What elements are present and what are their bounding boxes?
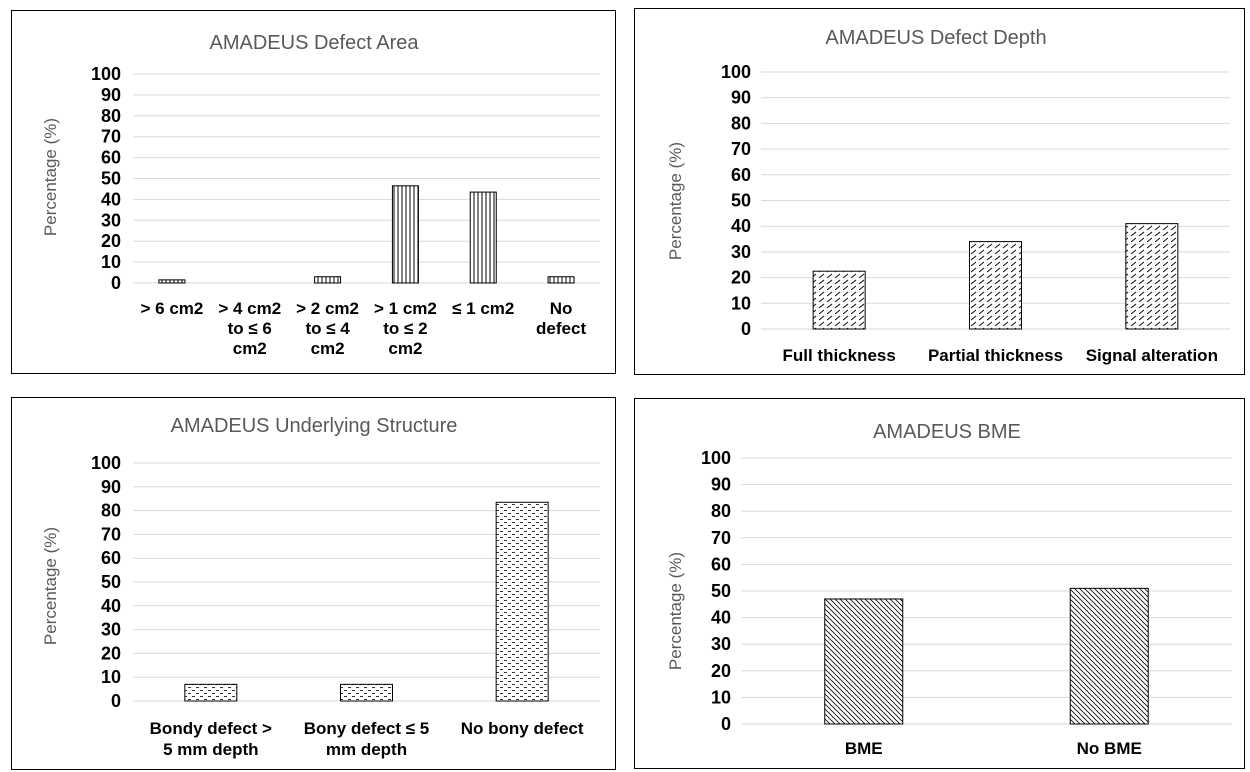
- bar: [548, 277, 574, 283]
- y-tick-label: 0: [741, 319, 751, 339]
- x-category-label: Full thickness: [782, 346, 895, 365]
- x-category-label: No BME: [1077, 739, 1142, 758]
- y-tick-label: 10: [101, 252, 121, 272]
- y-tick-label: 100: [91, 453, 121, 473]
- y-tick-label: 100: [91, 64, 121, 84]
- chart-title: AMADEUS BME: [873, 421, 1021, 443]
- bar: [1070, 588, 1148, 724]
- y-axis-label: Percentage (%): [41, 118, 60, 236]
- y-tick-label: 10: [731, 293, 751, 313]
- y-tick-label: 40: [101, 596, 121, 616]
- y-tick-label: 30: [101, 620, 121, 640]
- y-tick-label: 90: [711, 475, 731, 495]
- chart-title: AMADEUS Defect Area: [210, 32, 420, 54]
- y-tick-label: 90: [101, 477, 121, 497]
- y-axis-label: Percentage (%): [666, 142, 685, 260]
- y-tick-label: 60: [101, 548, 121, 568]
- chart-title: AMADEUS Defect Depth: [825, 27, 1046, 49]
- y-tick-label: 50: [711, 581, 731, 601]
- y-tick-label: 10: [711, 687, 731, 707]
- y-tick-label: 70: [711, 528, 731, 548]
- bar: [970, 242, 1022, 329]
- x-category-label: Partial thickness: [928, 346, 1063, 365]
- y-tick-label: 40: [731, 216, 751, 236]
- x-category-label: No bony defect: [461, 719, 584, 738]
- y-tick-label: 20: [711, 661, 731, 681]
- x-category-label: Bony defect ≤ 5 mm depth: [304, 719, 430, 759]
- x-category-label: > 4 cm2 to ≤ 6 cm2: [218, 299, 281, 358]
- y-axis-label: Percentage (%): [41, 527, 60, 645]
- y-axis-label: Percentage (%): [666, 552, 685, 670]
- chart-panel-bme: AMADEUS BME Percentage (%) 0 10 20 30 40 50 60 70…: [634, 398, 1245, 769]
- y-tick-label: 100: [721, 62, 751, 82]
- bar: [315, 277, 341, 283]
- y-tick-label: 80: [101, 501, 121, 521]
- y-tick-label: 70: [101, 524, 121, 544]
- y-tick-label: 20: [101, 231, 121, 251]
- bar: [185, 684, 237, 701]
- bar: [1126, 224, 1178, 329]
- bar: [470, 192, 496, 283]
- chart-panel-defect-depth: AMADEUS Defect Depth Percentage (%) 0 10 20 3…: [634, 8, 1245, 375]
- bar: [341, 684, 393, 701]
- y-tick-label: 40: [711, 608, 731, 628]
- y-tick-label: 30: [711, 634, 731, 654]
- x-category-label: Signal alteration: [1086, 346, 1218, 365]
- y-tick-label: 90: [731, 88, 751, 108]
- chart-underlying-structure: AMADEUS Underlying Structure Percentage (…: [12, 398, 617, 771]
- x-category-label: > 2 cm2 to ≤ 4 cm2: [296, 299, 359, 358]
- y-tick-label: 40: [101, 189, 121, 209]
- y-tick-label: 30: [731, 242, 751, 262]
- x-category-label: ≤ 1 cm2: [452, 299, 514, 318]
- chart-title: AMADEUS Underlying Structure: [171, 415, 458, 437]
- y-tick-label: 80: [711, 501, 731, 521]
- bar: [159, 280, 185, 283]
- y-tick-label: 100: [701, 448, 731, 468]
- y-tick-label: 90: [101, 85, 121, 105]
- y-tick-label: 70: [731, 139, 751, 159]
- y-tick-label: 60: [101, 148, 121, 168]
- x-category-label: Bondy defect >5 mm depth: [150, 719, 272, 759]
- y-tick-label: 70: [101, 127, 121, 147]
- bar: [392, 186, 418, 283]
- y-tick-label: 30: [101, 210, 121, 230]
- x-category-label: > 6 cm2: [140, 299, 203, 318]
- y-tick-label: 50: [101, 572, 121, 592]
- y-tick-label: 80: [731, 113, 751, 133]
- bar: [496, 502, 548, 701]
- y-tick-label: 10: [101, 667, 121, 687]
- chart-defect-depth: AMADEUS Defect Depth Percentage (%) 0 10 20 3…: [635, 9, 1246, 376]
- y-tick-label: 60: [731, 165, 751, 185]
- chart-panel-defect-area: AMADEUS Defect Area Percentage (%) 0 10 20 30…: [11, 10, 616, 374]
- y-tick-label: 60: [711, 554, 731, 574]
- y-tick-label: 20: [101, 643, 121, 663]
- y-tick-label: 80: [101, 106, 121, 126]
- bar: [825, 599, 903, 724]
- y-tick-label: 0: [111, 273, 121, 293]
- chart-defect-area: AMADEUS Defect Area Percentage (%) 0102030…: [12, 11, 617, 375]
- y-tick-label: 50: [731, 191, 751, 211]
- y-tick-label: 50: [101, 169, 121, 189]
- y-tick-label: 0: [721, 714, 731, 734]
- x-category-label: BME: [845, 739, 883, 758]
- chart-bme: AMADEUS BME Percentage (%) 0 10 20 30 40 50 60 70…: [635, 399, 1246, 770]
- y-tick-label: 20: [731, 268, 751, 288]
- bar: [813, 271, 865, 329]
- x-category-label: > 1 cm2 to ≤ 2 cm2: [374, 299, 437, 358]
- y-tick-label: 0: [111, 691, 121, 711]
- x-category-label: No defect: [536, 299, 586, 338]
- chart-panel-underlying-structure: AMADEUS Underlying Structure Percentage (…: [11, 397, 616, 770]
